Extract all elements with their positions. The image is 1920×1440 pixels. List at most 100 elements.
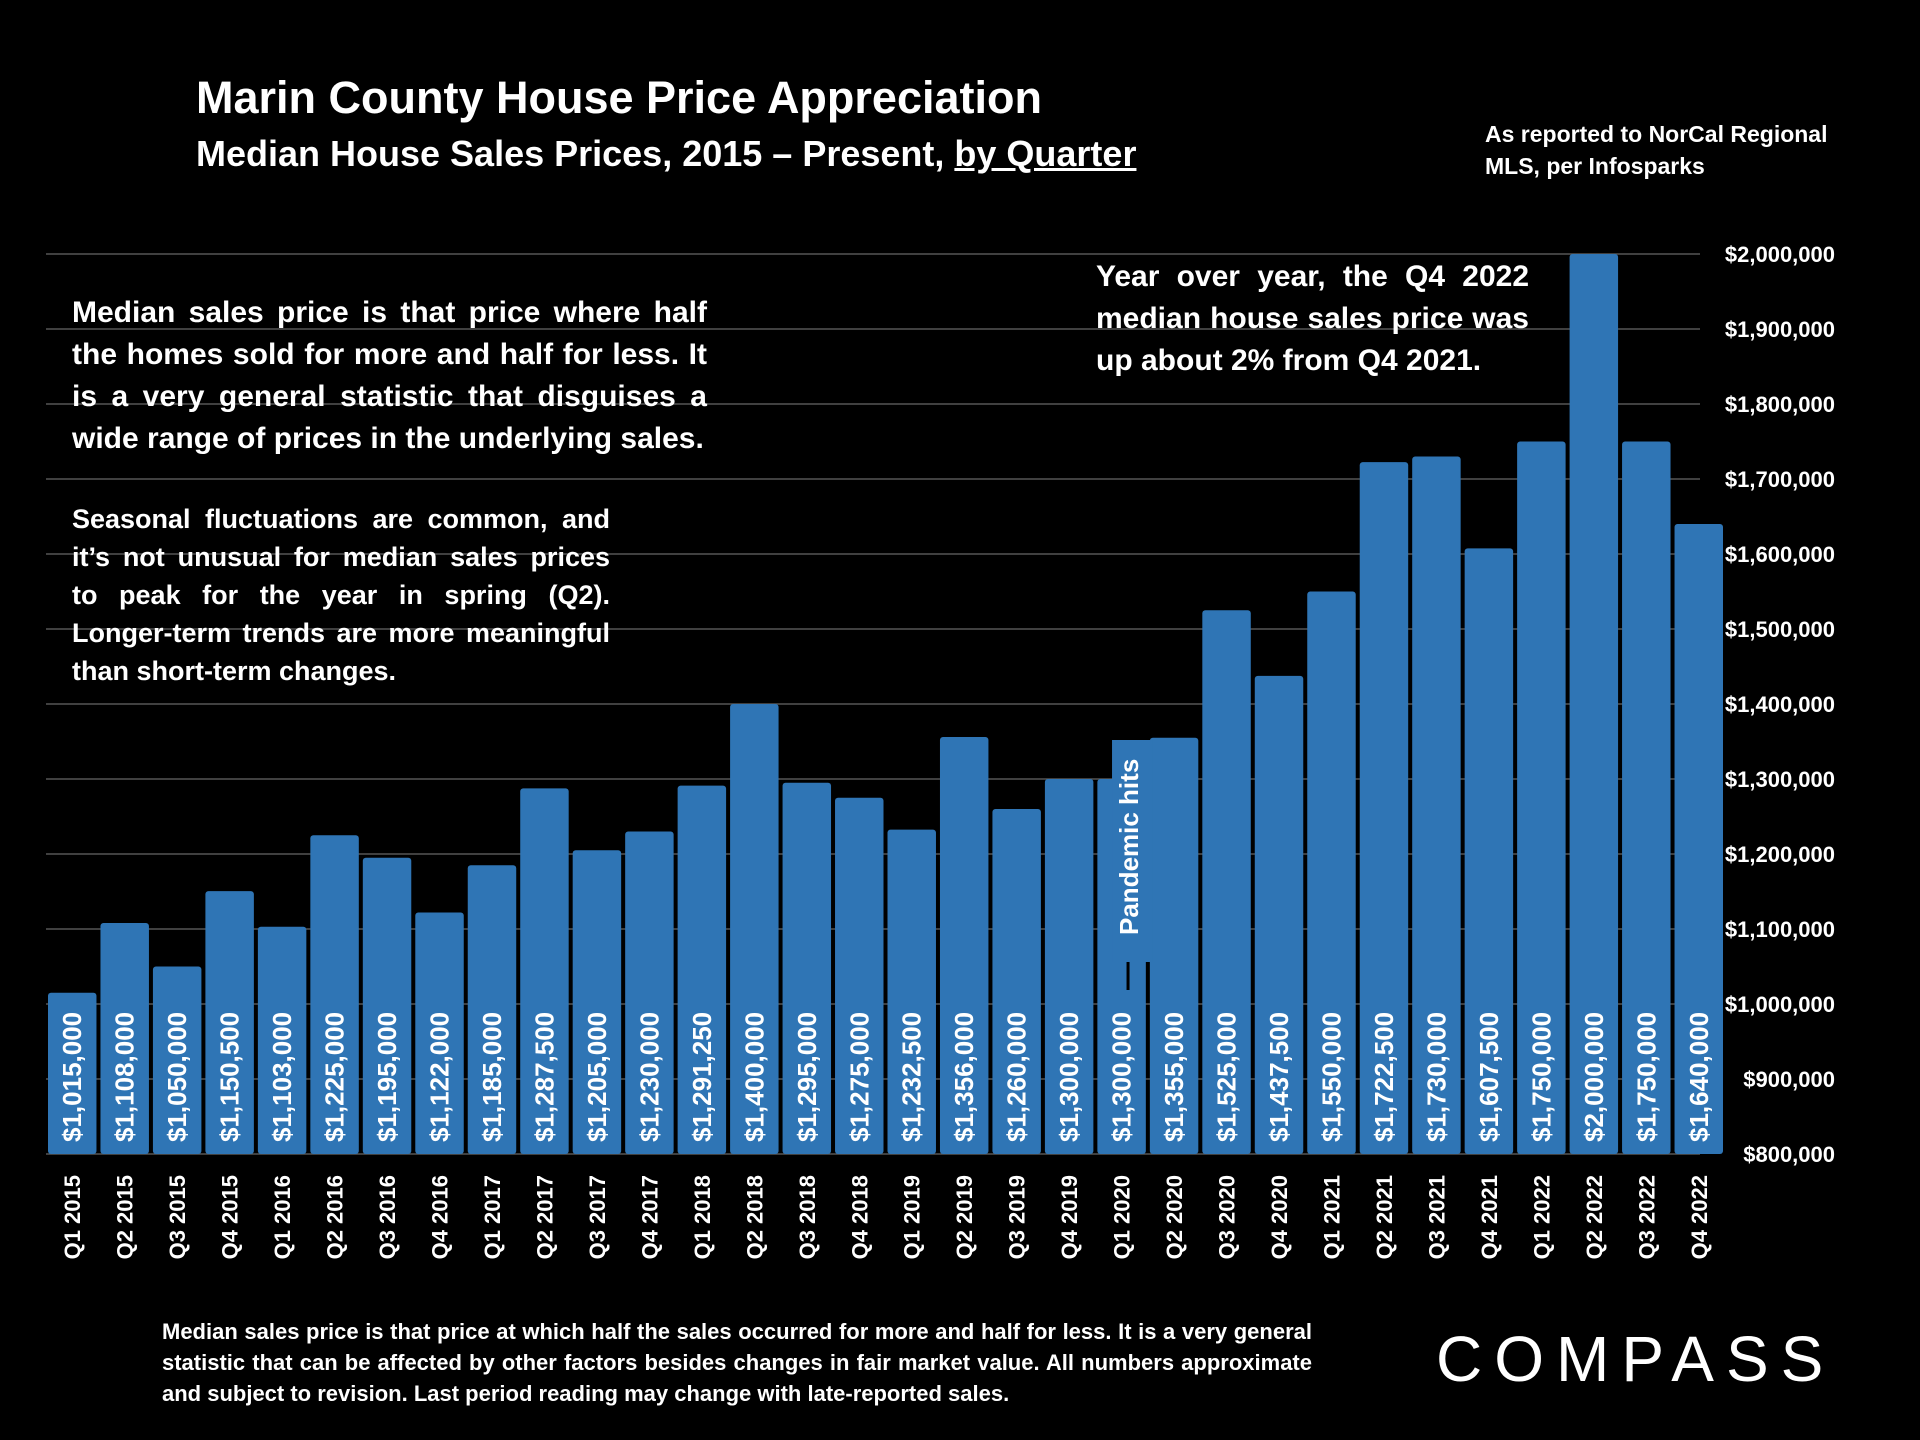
x-tick-label: Q2 2020 (1162, 1175, 1187, 1259)
x-tick-label: Q3 2019 (1005, 1175, 1030, 1259)
data-label: $1,230,000 (634, 1012, 664, 1142)
median-definition-note: Median sales price is that price where h… (72, 296, 707, 455)
data-label: $1,750,000 (1526, 1012, 1556, 1142)
subtitle-underlined: by Quarter (954, 133, 1137, 174)
bar (730, 704, 779, 1154)
x-tick-label: Q3 2020 (1215, 1175, 1240, 1259)
y-tick-label: $900,000 (1743, 1067, 1835, 1092)
y-tick-label: $1,000,000 (1725, 992, 1835, 1017)
bar (992, 809, 1041, 1154)
data-label: $1,260,000 (1002, 1012, 1032, 1142)
compass-logo: COMPASS (1436, 1323, 1836, 1395)
bar (205, 891, 254, 1154)
bar (677, 785, 727, 1154)
data-label: $1,640,000 (1684, 1012, 1714, 1142)
x-tick-label: Q4 2017 (637, 1175, 662, 1259)
data-label: $1,525,000 (1212, 1012, 1242, 1142)
y-tick-label: $1,700,000 (1725, 467, 1835, 492)
x-tick-label: Q1 2018 (690, 1175, 715, 1259)
bar (257, 926, 307, 1154)
data-label: $1,300,000 (1054, 1012, 1084, 1142)
data-label: $1,730,000 (1421, 1012, 1451, 1142)
bar (100, 923, 149, 1154)
seasonal-note: Seasonal fluctuations are common, and it… (72, 504, 610, 686)
data-label: $1,225,000 (320, 1012, 350, 1142)
footnote: Median sales price is that price at whic… (162, 1319, 1312, 1406)
x-tick-label: Q2 2022 (1582, 1175, 1607, 1259)
x-tick-label: Q2 2019 (952, 1175, 977, 1259)
chart-title: Marin County House Price Appreciation (196, 72, 1042, 123)
annotation-label: Pandemic hits (1114, 759, 1144, 935)
bar (939, 737, 989, 1154)
x-tick-label: Q3 2015 (165, 1175, 190, 1259)
data-label: $1,195,000 (372, 1012, 402, 1142)
x-tick-label: Q3 2017 (585, 1175, 610, 1259)
bar (1044, 779, 1094, 1154)
data-label: $2,000,000 (1579, 1012, 1609, 1142)
x-tick-label: Q1 2016 (270, 1175, 295, 1259)
data-label: $1,291,250 (687, 1012, 717, 1142)
bar (1149, 737, 1199, 1154)
bar (48, 992, 97, 1154)
data-label: $1,185,000 (477, 1012, 507, 1142)
x-tick-label: Q1 2015 (60, 1175, 85, 1259)
x-tick-label: Q3 2022 (1634, 1175, 1659, 1259)
data-label: $1,750,000 (1631, 1012, 1661, 1142)
x-tick-label: Q2 2021 (1372, 1175, 1397, 1259)
bar (1674, 524, 1723, 1154)
x-tick-label: Q4 2022 (1687, 1175, 1712, 1259)
data-label: $1,275,000 (844, 1012, 874, 1142)
x-tick-label: Q1 2017 (480, 1175, 505, 1259)
x-tick-label: Q1 2020 (1110, 1175, 1135, 1259)
data-label: $1,122,000 (425, 1012, 455, 1142)
bar (1517, 441, 1566, 1154)
y-tick-label: $2,000,000 (1725, 242, 1835, 267)
y-tick-label: $1,200,000 (1725, 842, 1835, 867)
x-tick-label: Q1 2022 (1529, 1175, 1554, 1259)
bar (467, 865, 517, 1154)
bar (362, 857, 412, 1154)
y-tick-label: $1,600,000 (1725, 542, 1835, 567)
bar (1622, 441, 1671, 1154)
chart-subtitle: Median House Sales Prices, 2015 – Presen… (196, 133, 1136, 175)
bar (1464, 548, 1514, 1154)
data-label: $1,607,500 (1474, 1012, 1504, 1142)
bar (1569, 254, 1619, 1154)
annotation-box (1112, 740, 1153, 962)
bar (152, 966, 202, 1154)
data-label: $1,356,000 (949, 1012, 979, 1142)
data-label: $1,232,500 (897, 1012, 927, 1142)
bar (1254, 675, 1304, 1154)
x-tick-label: Q3 2018 (795, 1175, 820, 1259)
bar (835, 797, 884, 1154)
bar (887, 829, 936, 1154)
y-tick-label: $800,000 (1743, 1142, 1835, 1167)
x-tick-label: Q2 2015 (113, 1175, 138, 1259)
x-tick-label: Q2 2017 (532, 1175, 557, 1259)
data-label: $1,150,500 (215, 1012, 245, 1142)
bar (625, 831, 674, 1154)
x-tick-label: Q4 2015 (218, 1175, 243, 1259)
data-label: $1,355,000 (1159, 1012, 1189, 1142)
bar (572, 850, 622, 1154)
x-tick-label: Q4 2016 (428, 1175, 453, 1259)
y-tick-label: $1,900,000 (1725, 317, 1835, 342)
data-label: $1,295,000 (792, 1012, 822, 1142)
data-label: $1,400,000 (739, 1012, 769, 1142)
source-note: As reported to NorCal Regional MLS, per … (1485, 121, 1828, 179)
y-tick-label: $1,300,000 (1725, 767, 1835, 792)
subtitle-main: Median House Sales Prices, 2015 – Presen… (196, 133, 955, 174)
bar (1412, 456, 1461, 1154)
bar (310, 835, 359, 1154)
x-tick-label: Q1 2021 (1319, 1175, 1344, 1259)
x-tick-label: Q4 2021 (1477, 1175, 1502, 1259)
bar (1202, 610, 1251, 1154)
x-tick-label: Q3 2016 (375, 1175, 400, 1259)
x-tick-label: Q2 2018 (742, 1175, 767, 1259)
y-tick-label: $1,800,000 (1725, 392, 1835, 417)
bar (520, 788, 569, 1154)
data-label: $1,015,000 (57, 1012, 87, 1142)
data-label: $1,287,500 (529, 1012, 559, 1142)
bar (782, 782, 832, 1154)
